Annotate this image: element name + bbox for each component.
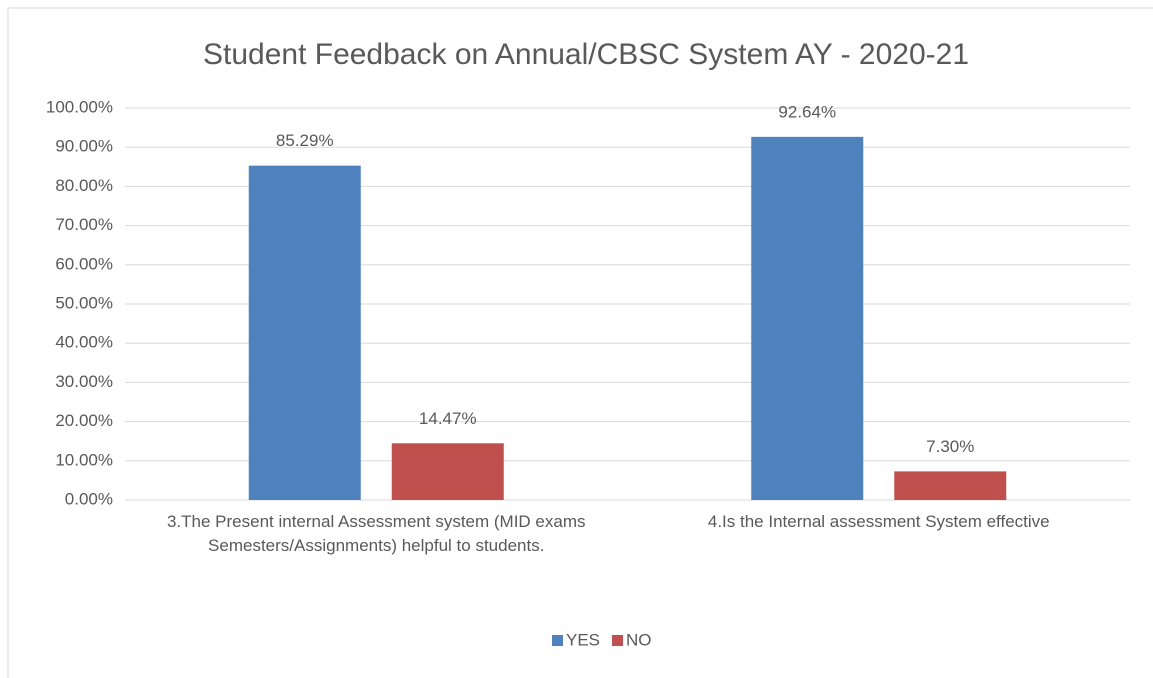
y-tick-label: 40.00% <box>55 333 113 352</box>
x-tick-label: 3.The Present internal Assessment system… <box>166 512 586 555</box>
y-tick-label: 30.00% <box>55 372 113 391</box>
y-tick-label: 90.00% <box>55 137 113 156</box>
y-tick-label: 50.00% <box>55 293 113 312</box>
data-label: 7.30% <box>926 437 974 456</box>
x-tick-label: 4.Is the Internal assessment System effe… <box>707 512 1050 531</box>
bar <box>894 471 1007 500</box>
y-tick-label: 10.00% <box>55 450 113 469</box>
legend-swatch <box>612 635 624 646</box>
bar <box>751 136 864 500</box>
bar <box>391 443 504 500</box>
data-label: 14.47% <box>419 409 477 428</box>
chart-title: Student Feedback on Annual/CBSC System A… <box>203 38 969 71</box>
x-tick-label-box: 4.Is the Internal assessment System effe… <box>707 512 1050 531</box>
data-label: 85.29% <box>276 131 334 150</box>
y-tick-label: 70.00% <box>55 215 113 234</box>
data-label: 92.64% <box>778 102 836 121</box>
bar <box>248 165 361 500</box>
legend-label: YES <box>566 630 600 649</box>
y-tick-label: 80.00% <box>55 176 113 195</box>
y-tick-label: 20.00% <box>55 411 113 430</box>
x-tick-label-box: 3.The Present internal Assessment system… <box>166 512 586 555</box>
legend-label: NO <box>626 630 652 649</box>
y-tick-label: 100.00% <box>46 97 113 116</box>
legend-swatch <box>552 635 563 646</box>
y-tick-label: 0.00% <box>65 489 113 508</box>
y-tick-label: 60.00% <box>55 254 113 273</box>
